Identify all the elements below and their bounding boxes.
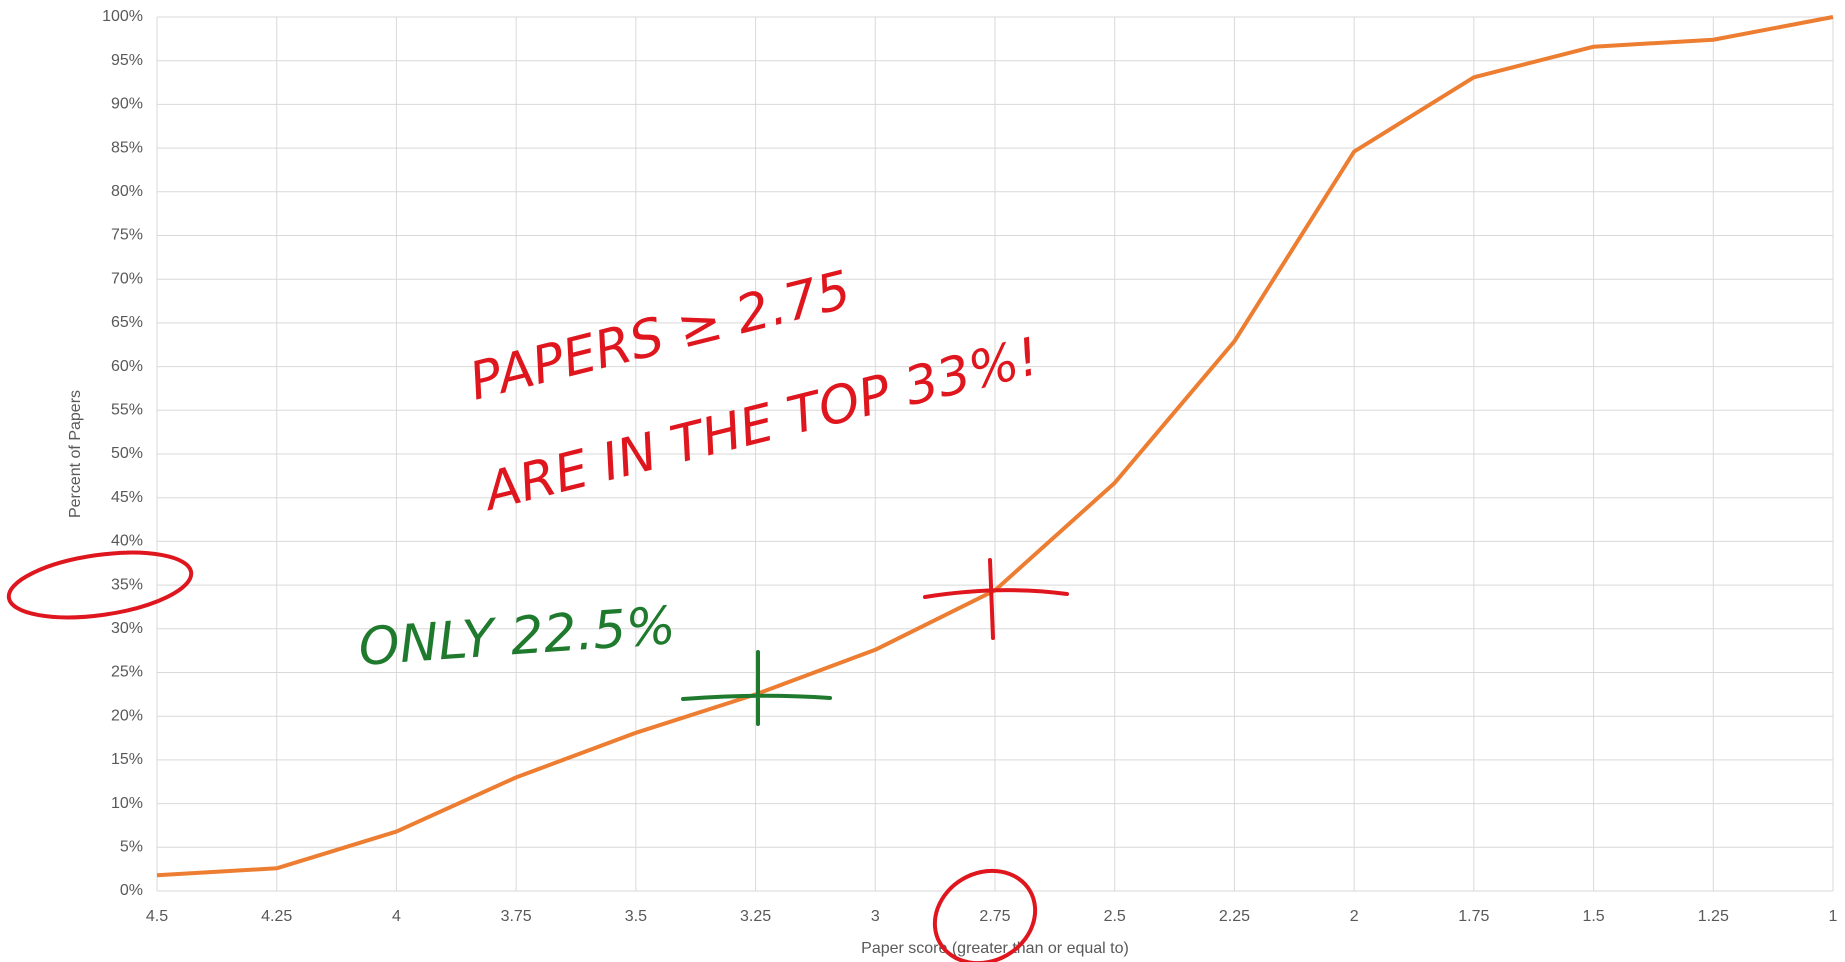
y-tick-label: 35% [111,576,143,593]
cross-red [923,558,1069,640]
y-tick-label: 90% [111,96,143,113]
y-tick-label: 25% [111,664,143,681]
ink [6,550,1069,962]
y-tick-label: 15% [111,751,143,768]
x-tick-label: 4.25 [261,908,292,925]
x-tick-label: 3 [871,908,880,925]
y-tick-label: 100% [102,8,143,25]
y-tick-label: 85% [111,139,143,156]
y-tick-label: 20% [111,707,143,724]
y-axis-title: Percent of Papers [67,390,84,518]
circle-275 [932,868,1038,962]
plot: 0% 5% 10% 15% 20% 25% 30% 35% 40% 45% 50% 55% 60% 65%… [102,8,1837,925]
y-tick-label: 55% [111,402,143,419]
y-tick-label: 5% [120,839,143,856]
x-tick-label: 3.75 [501,908,532,925]
x-tick-label: 1.25 [1698,908,1729,925]
y-tick-label: 75% [111,227,143,244]
y-tick-label: 65% [111,314,143,331]
x-tick-label: 2.75 [979,908,1010,925]
y-tick-label: 45% [111,489,143,506]
annotation: ONLY 22.5% [357,596,678,678]
cross-green [681,650,832,726]
x-tick-label: 2.25 [1219,908,1250,925]
x-tick-label: 1.5 [1582,908,1604,925]
x-tick-label: 1 [1829,908,1838,925]
x-tick-label: 4 [392,908,401,925]
y-tick-label: 10% [111,795,143,812]
y-tick-label: 95% [111,52,143,69]
x-tick-label: 3.5 [625,908,647,925]
y-tick-label: 60% [111,358,143,375]
x-tick-label: 3.25 [740,908,771,925]
y-tick-label: 70% [111,270,143,287]
x-tick-label: 2 [1350,908,1359,925]
circle-35 [6,550,194,620]
x-tick-label: 4.5 [146,908,168,925]
y-tick-label: 80% [111,183,143,200]
y-tick-label: 40% [111,533,143,550]
x-axis-title: Paper score (greater than or equal to) [861,940,1129,957]
y-tick-label: 0% [120,882,143,899]
x-tick-label: 2.5 [1104,908,1126,925]
y-tick-label: 30% [111,620,143,637]
x-tick-label: 1.75 [1458,908,1489,925]
y-tick-label: 50% [111,445,143,462]
